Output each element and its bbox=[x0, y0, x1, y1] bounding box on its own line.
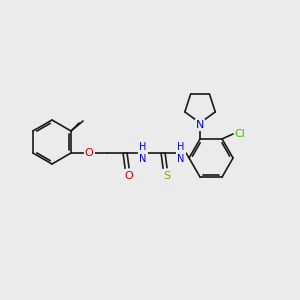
Text: H
N: H N bbox=[177, 142, 185, 164]
Text: S: S bbox=[164, 171, 171, 181]
Text: Cl: Cl bbox=[235, 129, 245, 139]
Text: N: N bbox=[196, 120, 204, 130]
Text: O: O bbox=[125, 171, 134, 181]
Text: H
N: H N bbox=[140, 142, 147, 164]
Text: O: O bbox=[85, 148, 93, 158]
